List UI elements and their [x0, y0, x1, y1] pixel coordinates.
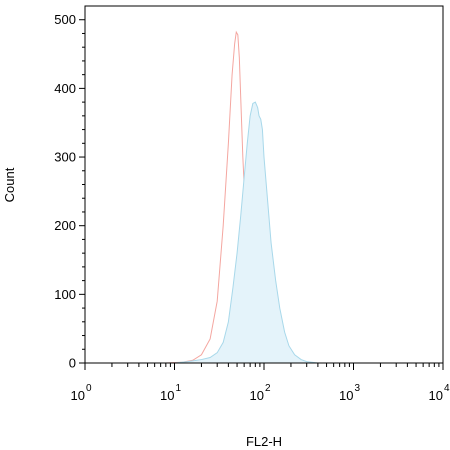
series-2-line: [85, 101, 443, 364]
x-tick-exponent: 3: [355, 383, 361, 394]
x-tick-label: 10: [71, 388, 85, 403]
y-tick-label: 0: [69, 356, 76, 371]
x-tick-exponent: 2: [265, 383, 271, 394]
y-tick-label: 300: [54, 150, 76, 165]
series-2-fill: [85, 102, 443, 364]
x-axis-title: FL2-H: [246, 434, 282, 449]
x-tick-exponent: 1: [176, 383, 182, 394]
y-tick-label: 200: [54, 218, 76, 233]
y-tick-label: 100: [54, 287, 76, 302]
x-tick-label: 10: [339, 388, 353, 403]
series-layer: [85, 30, 443, 364]
x-tick-label: 10: [160, 388, 174, 403]
y-axis-title: Count: [2, 167, 17, 202]
x-tick-label: 10: [250, 388, 264, 403]
x-tick-exponent: 0: [86, 383, 92, 394]
x-tick-exponent: 4: [444, 383, 450, 394]
y-tick-label: 400: [54, 81, 76, 96]
y-tick-label: 500: [54, 12, 76, 27]
x-tick-label: 10: [429, 388, 443, 403]
